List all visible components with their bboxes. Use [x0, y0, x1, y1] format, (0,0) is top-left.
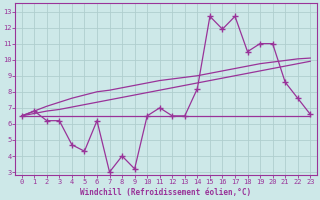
X-axis label: Windchill (Refroidissement éolien,°C): Windchill (Refroidissement éolien,°C): [80, 188, 252, 197]
